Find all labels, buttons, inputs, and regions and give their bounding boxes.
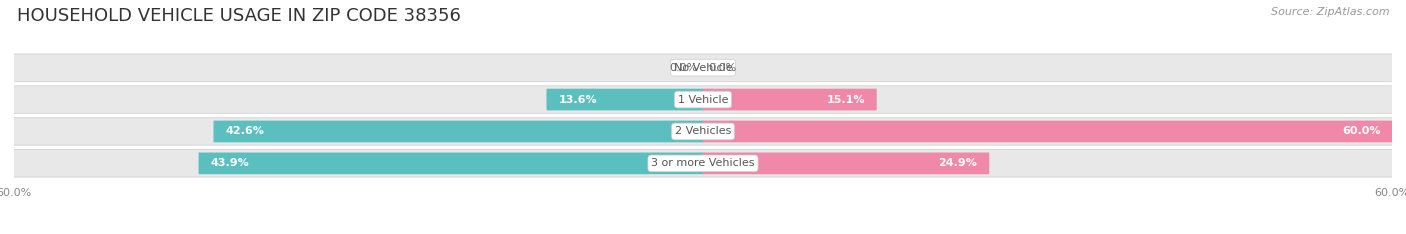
FancyBboxPatch shape bbox=[14, 118, 1392, 145]
Text: 15.1%: 15.1% bbox=[827, 95, 865, 105]
Text: No Vehicle: No Vehicle bbox=[673, 63, 733, 73]
FancyBboxPatch shape bbox=[703, 153, 990, 174]
Text: 0.0%: 0.0% bbox=[709, 63, 737, 73]
FancyBboxPatch shape bbox=[703, 121, 1392, 142]
FancyBboxPatch shape bbox=[14, 150, 1392, 177]
Text: HOUSEHOLD VEHICLE USAGE IN ZIP CODE 38356: HOUSEHOLD VEHICLE USAGE IN ZIP CODE 3835… bbox=[17, 7, 461, 25]
FancyBboxPatch shape bbox=[547, 89, 703, 110]
Text: 24.9%: 24.9% bbox=[939, 158, 977, 168]
Text: 13.6%: 13.6% bbox=[558, 95, 598, 105]
FancyBboxPatch shape bbox=[198, 153, 703, 174]
Text: 1 Vehicle: 1 Vehicle bbox=[678, 95, 728, 105]
Text: 0.0%: 0.0% bbox=[669, 63, 697, 73]
Text: 43.9%: 43.9% bbox=[211, 158, 249, 168]
FancyBboxPatch shape bbox=[14, 54, 1392, 81]
Text: 2 Vehicles: 2 Vehicles bbox=[675, 126, 731, 136]
FancyBboxPatch shape bbox=[214, 121, 703, 142]
Text: 60.0%: 60.0% bbox=[1341, 126, 1381, 136]
Text: Source: ZipAtlas.com: Source: ZipAtlas.com bbox=[1271, 7, 1389, 17]
FancyBboxPatch shape bbox=[14, 86, 1392, 113]
Text: 42.6%: 42.6% bbox=[225, 126, 264, 136]
Text: 3 or more Vehicles: 3 or more Vehicles bbox=[651, 158, 755, 168]
FancyBboxPatch shape bbox=[703, 89, 877, 110]
